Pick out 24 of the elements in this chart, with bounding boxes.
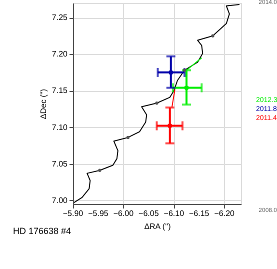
x-tick-label: −5.95 — [88, 209, 109, 218]
x-tick-label: −6.05 — [138, 209, 160, 218]
y-axis-title: ΔDec ('') — [38, 88, 48, 120]
point — [182, 68, 186, 72]
y-tick-label: 7.00 — [52, 196, 68, 205]
y-tick-label: 7.15 — [52, 86, 68, 96]
point — [98, 168, 102, 172]
y-tick-label: 7.20 — [52, 50, 68, 59]
x-tick-label: −5.90 — [62, 209, 84, 218]
y-tick-label: 7.05 — [52, 159, 68, 168]
point — [168, 123, 172, 128]
text: HD 176638 #4 — [13, 226, 72, 236]
y-tick-label: 7.10 — [52, 122, 68, 132]
x-tick-label: −6.20 — [214, 209, 236, 218]
x-tick-label: −6.10 — [164, 209, 185, 218]
x-tick-label: −6.15 — [189, 209, 210, 218]
x-axis-title: ΔRA ('') — [144, 222, 172, 231]
point — [184, 85, 189, 90]
point — [126, 136, 130, 140]
y-tick-label: 7.25 — [52, 13, 68, 22]
point — [168, 70, 174, 75]
point — [211, 34, 214, 38]
point — [155, 102, 158, 105]
x-tick-label: −6.00 — [113, 209, 134, 218]
